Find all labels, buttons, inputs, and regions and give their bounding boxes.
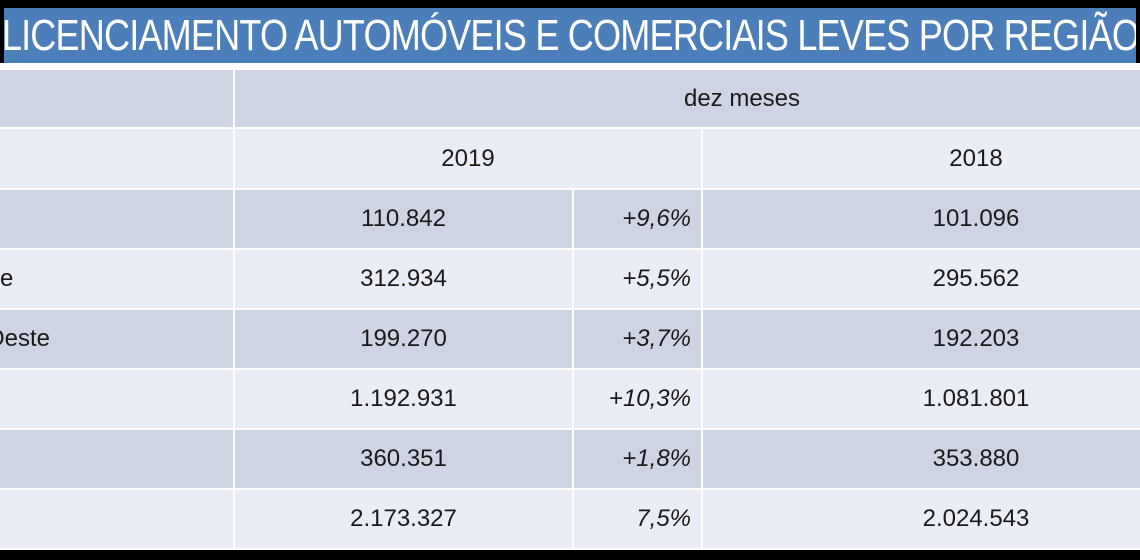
region-name-cell: e (0, 250, 233, 308)
header-region-blank-cell (0, 70, 233, 127)
pct-change-cell: +3,7% (574, 310, 701, 368)
table-row: 1.192.931 +10,3% 1.081.801 (0, 370, 1140, 428)
header-period-cell: dez meses (235, 70, 1140, 127)
pct-change-cell: +5,5% (574, 250, 701, 308)
value-2019-cell: 1.192.931 (235, 370, 572, 428)
value-2019-cell: 199.270 (235, 310, 572, 368)
table-row-total: 2.173.327 7,5% 2.024.543 (0, 490, 1140, 548)
region-name-cell (0, 430, 233, 488)
pct-change-cell: +9,6% (574, 190, 701, 248)
top-frame-bar (0, 0, 1140, 8)
bottom-frame-bar (0, 550, 1140, 560)
title-bar: LICENCIAMENTO AUTOMÓVEIS E COMERCIAIS LE… (0, 8, 1140, 63)
region-name-cell (0, 190, 233, 248)
value-2018-cell: 353.880 (703, 430, 1140, 488)
table-header-period-row: dez meses (0, 70, 1140, 127)
table-row: 110.842 +9,6% 101.096 (0, 190, 1140, 248)
value-2018-cell: 1.081.801 (703, 370, 1140, 428)
region-licensing-table: dez meses 2019 2018 110.842 +9,6% 101.09… (0, 70, 1140, 548)
value-2018-cell: 2.024.543 (703, 490, 1140, 548)
table-row: 360.351 +1,8% 353.880 (0, 430, 1140, 488)
value-2019-cell: 312.934 (235, 250, 572, 308)
region-name-cell: Oeste (0, 310, 233, 368)
region-name-cell (0, 370, 233, 428)
value-2018-cell: 192.203 (703, 310, 1140, 368)
title-table-gap (0, 63, 1140, 70)
pct-change-cell: +10,3% (574, 370, 701, 428)
header-year-2019-cell: 2019 (235, 129, 701, 188)
value-2018-cell: 101.096 (703, 190, 1140, 248)
value-2019-cell: 110.842 (235, 190, 572, 248)
region-name-cell (0, 490, 233, 548)
pct-change-cell: +1,8% (574, 430, 701, 488)
value-2019-cell: 2.173.327 (235, 490, 572, 548)
table-row: Oeste 199.270 +3,7% 192.203 (0, 310, 1140, 368)
pct-change-cell: 7,5% (574, 490, 701, 548)
region-name-fragment: Oeste (0, 325, 51, 352)
region-name-fragment: e (0, 265, 14, 292)
table-header-year-row: 2019 2018 (0, 129, 1140, 188)
header-region-blank-cell (0, 129, 233, 188)
value-2018-cell: 295.562 (703, 250, 1140, 308)
table-row: e 312.934 +5,5% 295.562 (0, 250, 1140, 308)
page-title: LICENCIAMENTO AUTOMÓVEIS E COMERCIAIS LE… (1, 10, 1139, 60)
value-2019-cell: 360.351 (235, 430, 572, 488)
header-year-2018-cell: 2018 (703, 129, 1140, 188)
